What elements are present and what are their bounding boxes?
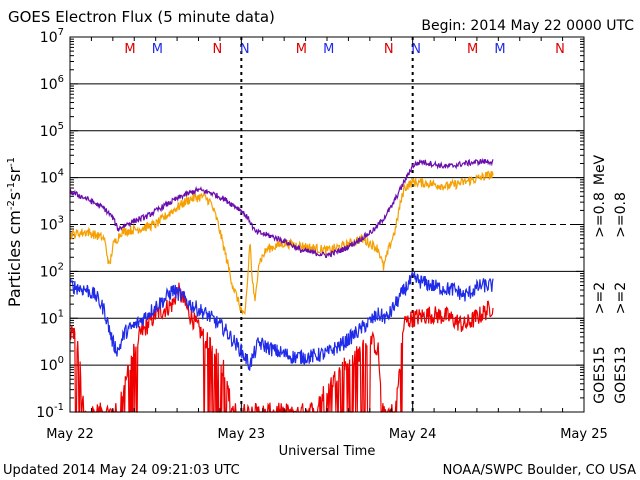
marker-label: M — [152, 42, 163, 57]
x-tick-labels: May 22 May 23 May 24 May 25 — [46, 37, 608, 442]
marker-label: N — [411, 42, 421, 57]
y-tick-label: 103 — [40, 215, 64, 234]
y-tick-label: 107 — [40, 27, 64, 46]
series-line — [69, 157, 494, 258]
legend-ge2-goes13: >=2 — [613, 282, 629, 314]
begin-time: Begin: 2014 May 22 0000 UTC — [421, 18, 634, 34]
marker-label: M — [124, 42, 135, 57]
y-tick-label: 100 — [40, 355, 64, 374]
goes15-label: GOES15 — [592, 346, 608, 403]
label-goes15-high: >=0.8 — [592, 192, 608, 238]
y-axis-label: Particles cm-2s-1sr-1 — [5, 157, 24, 307]
label-mev-15: MeV — [592, 154, 608, 185]
label-goes13-sat: GOES13 — [613, 346, 629, 403]
marker-label: N — [555, 42, 565, 57]
x-tick-label: May 24 — [389, 427, 437, 442]
y-tick-label: 102 — [40, 261, 64, 280]
x-axis-label: Universal Time — [279, 444, 376, 459]
legend-ge08-goes15: >=0.8 — [592, 192, 608, 238]
label-goes15-sat: GOES15 — [592, 346, 608, 403]
chart-title: GOES Electron Flux (5 minute data) — [8, 8, 275, 26]
marker-label: M — [494, 42, 505, 57]
series-line — [69, 271, 494, 371]
goes13-label: GOES13 — [613, 346, 629, 403]
y-tick-label: 101 — [40, 308, 64, 327]
marker-label: M — [467, 42, 478, 57]
y-tick-labels: 10-1 100 101 102 103 104 105 106 107 — [36, 27, 64, 421]
marker-label: N — [240, 42, 250, 57]
y-tick-label: 104 — [40, 168, 64, 187]
day-separators — [240, 37, 414, 412]
series-line — [69, 170, 494, 316]
x-tick-label: May 25 — [560, 427, 608, 442]
label-goes13-high: >=0.8 — [613, 192, 629, 238]
legend-ge08-goes13: >=0.8 — [613, 192, 629, 238]
mev-unit-label: MeV — [592, 154, 608, 185]
x-tick-label: May 23 — [218, 427, 266, 442]
y-tick-label: 106 — [40, 74, 64, 93]
marker-label: N — [384, 42, 394, 57]
series-group — [69, 157, 494, 414]
marker-label: N — [212, 42, 222, 57]
updated-timestamp: Updated 2014 May 24 09:21:03 UTC — [3, 463, 240, 478]
label-goes13-low: >=2 — [613, 282, 629, 314]
label-goes15-low: >=2 — [592, 282, 608, 314]
marker-label: M — [296, 42, 307, 57]
marker-label: M — [323, 42, 334, 57]
y-tick-label: 105 — [40, 121, 64, 140]
legend-ge2-goes15: >=2 — [592, 282, 608, 314]
x-tick-label: May 22 — [46, 427, 94, 442]
y-tick-label: 10-1 — [36, 402, 64, 421]
series-line — [69, 282, 494, 414]
credit-line: NOAA/SWPC Boulder, CO USA — [443, 463, 636, 478]
horizontal-gridlines — [70, 36, 584, 413]
